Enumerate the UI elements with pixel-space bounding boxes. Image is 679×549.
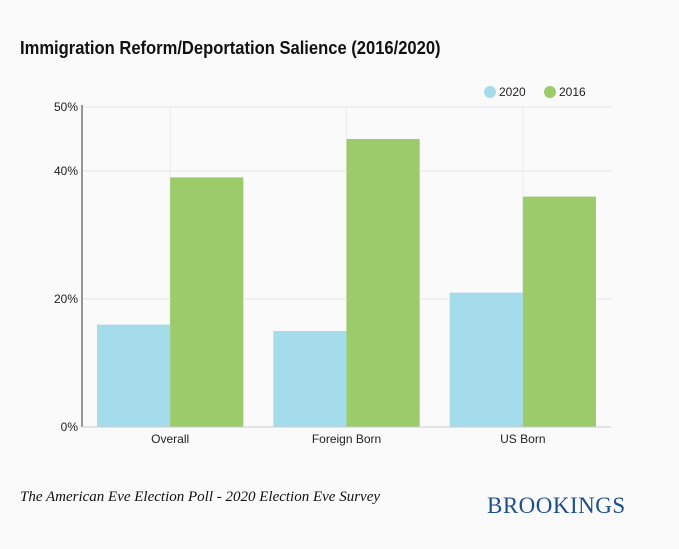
legend-label-2020: 2020 xyxy=(499,85,526,99)
y-tick-label: 50% xyxy=(54,100,78,114)
y-tick-label: 40% xyxy=(54,164,78,178)
bar-2020-overall xyxy=(97,324,171,427)
legend-marker-2020 xyxy=(484,86,496,98)
brookings-logo: BROOKINGS xyxy=(487,493,626,518)
x-tick-label: US Born xyxy=(500,432,545,446)
chart-title: Immigration Reform/Deportation Salience … xyxy=(20,38,441,58)
bar-2016-overall xyxy=(170,177,244,427)
bar-2016-foreign-born xyxy=(346,139,420,427)
legend-marker-2016 xyxy=(544,86,556,98)
x-tick-label: Overall xyxy=(151,432,189,446)
bar-2020-us-born xyxy=(449,292,523,427)
bar-2020-foreign-born xyxy=(273,331,347,427)
source-caption: The American Eve Election Poll - 2020 El… xyxy=(20,489,381,505)
bar-2016-us-born xyxy=(522,196,596,427)
y-tick-label: 20% xyxy=(54,292,78,306)
x-tick-label: Foreign Born xyxy=(312,432,381,446)
bar-chart: 0% 20% 40% 50% Overall Foreign Born US Born 202… xyxy=(54,85,611,446)
legend-label-2016: 2016 xyxy=(559,85,586,99)
y-tick-label: 0% xyxy=(61,420,79,434)
